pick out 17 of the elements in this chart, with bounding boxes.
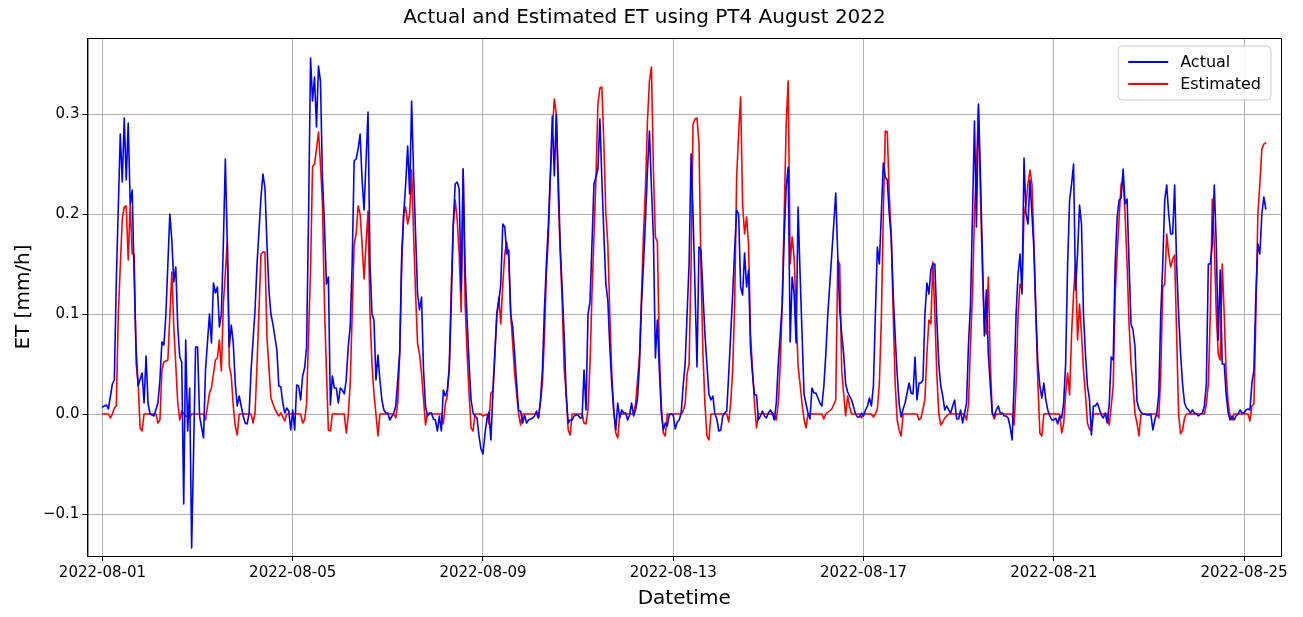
- x-tick-label: 2022-08-01: [58, 562, 147, 581]
- y-tick-label: 0.3: [55, 103, 80, 122]
- chart-title: Actual and Estimated ET using PT4 August 2022: [403, 4, 886, 29]
- x-tick-label: 2022-08-25: [1200, 562, 1288, 581]
- x-tick-label: 2022-08-13: [629, 562, 717, 581]
- legend-label: Estimated: [1180, 74, 1261, 94]
- x-tick-label: 2022-08-17: [819, 562, 908, 581]
- legend-label: Actual: [1180, 52, 1231, 72]
- y-tick-label: −0.1: [42, 503, 80, 522]
- x-tick-label: 2022-08-05: [249, 562, 337, 581]
- y-tick-label: 0.2: [55, 203, 80, 222]
- x-axis-title: Datetime: [637, 585, 731, 610]
- y-axis-title: ET [mm/h]: [10, 244, 35, 350]
- x-tick-label: 2022-08-21: [1010, 562, 1098, 581]
- x-tick-label: 2022-08-09: [439, 562, 527, 581]
- y-tick-label: 0.1: [55, 303, 80, 322]
- y-tick-label: 0.0: [55, 403, 80, 422]
